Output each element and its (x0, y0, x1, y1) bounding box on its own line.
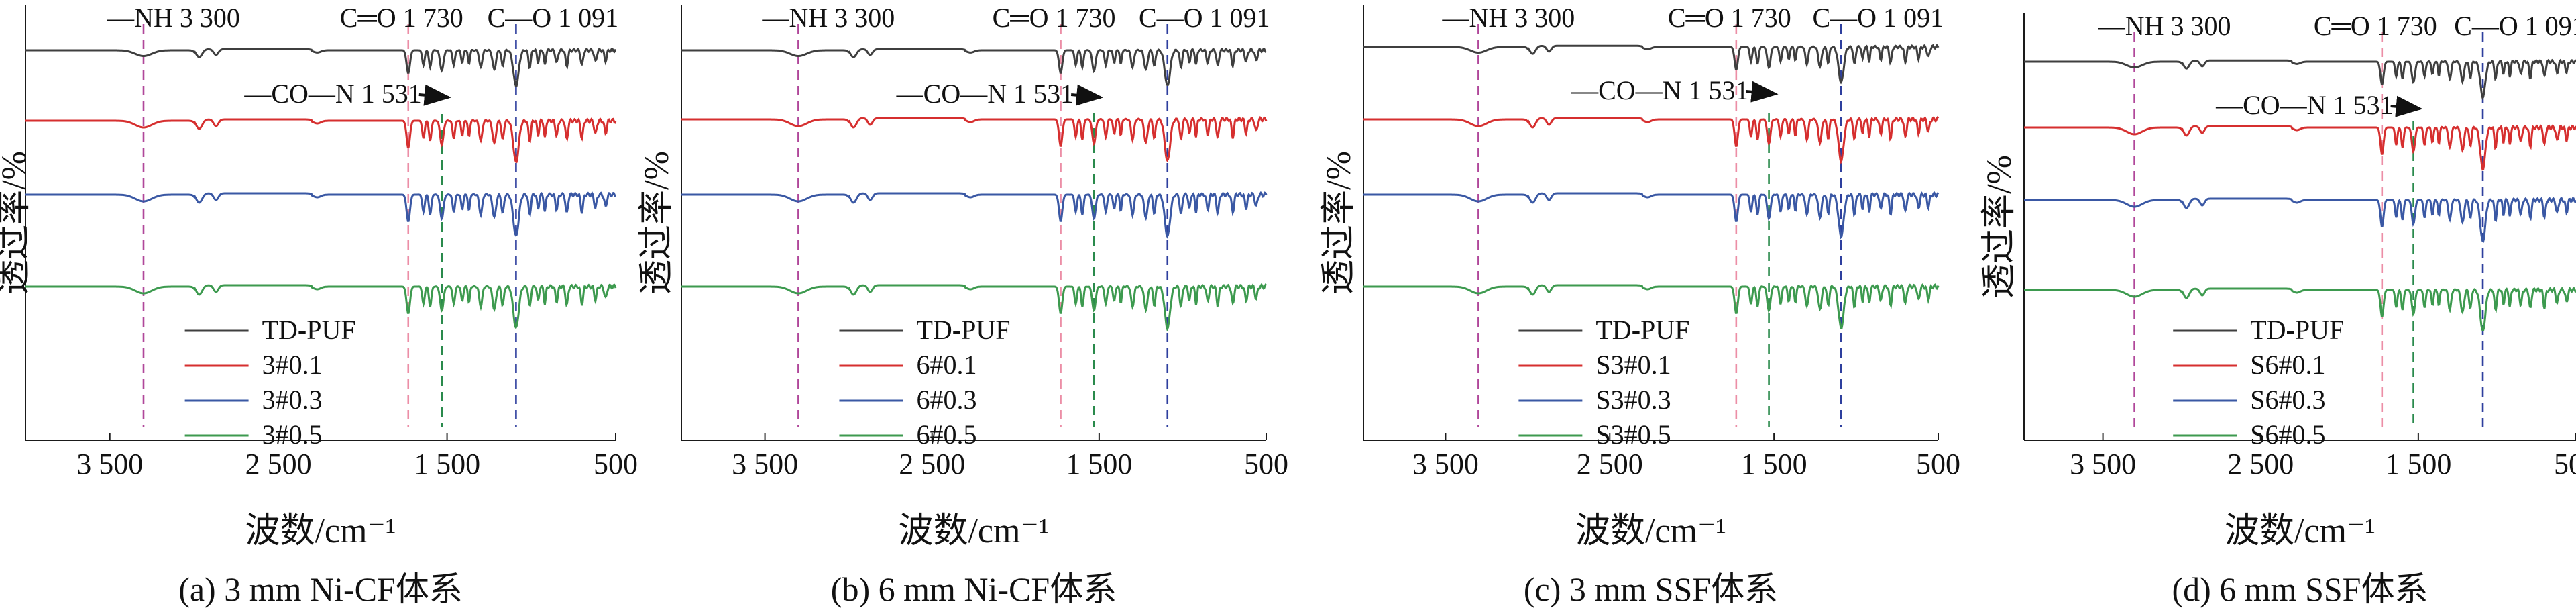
legend-label: 3#0.5 (262, 419, 323, 450)
x-tick-label: 3 500 (76, 448, 143, 480)
annotation-amide: —CO—N 1 531 (243, 79, 421, 109)
x-tick-label: 3 500 (1412, 448, 1479, 480)
series-line-4 (1363, 283, 1940, 329)
series-line-3 (681, 191, 1268, 239)
x-tick-label: 3 500 (2070, 448, 2136, 480)
series-line-2 (2024, 123, 2576, 171)
annotation-label: C═O 1 730 (340, 3, 463, 33)
x-tick-label: 1 500 (1741, 448, 1807, 480)
panel-b: 3 500 2 500 1 500 500 —NH 3 300 C═O 1 730 C—O … (638, 3, 1288, 608)
legend-label: S6#0.3 (2250, 385, 2325, 415)
panel-caption: (c) 3 mm SSF体系 (1524, 570, 1778, 608)
legend-label: S6#0.1 (2250, 350, 2325, 380)
y-axis-title: 透过率/% (638, 151, 676, 295)
x-tick-label: 1 500 (414, 448, 480, 480)
legend-label: 6#0.3 (916, 385, 976, 415)
legend-label: S3#0.1 (1595, 350, 1671, 380)
x-axis-title: 波数/cm⁻¹ (245, 512, 396, 550)
series-line-1 (681, 47, 1267, 86)
annotation-label: C═O 1 730 (993, 3, 1116, 33)
series-line-4 (2024, 287, 2576, 332)
panel-d: 3 500 2 500 1 500 500 —NH 3 300 C═O 1 730 C—O … (1980, 11, 2576, 608)
annotation-label: C—O 1 091 (2454, 11, 2576, 41)
legend-label: S3#0.5 (1595, 419, 1671, 450)
series-line-3 (25, 191, 616, 237)
series-line-3 (2024, 197, 2576, 243)
series-line-1 (2024, 58, 2576, 101)
annotation-amide: —CO—N 1 531 (1571, 75, 1748, 105)
series-line-2 (681, 115, 1268, 162)
annotation-arrow (1070, 84, 1104, 106)
x-axis-title: 波数/cm⁻¹ (1575, 512, 1726, 550)
annotation-label: C—O 1 091 (1813, 3, 1944, 33)
series-line-1 (1363, 44, 1940, 85)
x-axis-title: 波数/cm⁻¹ (2225, 512, 2375, 550)
x-tick-label: 500 (2554, 448, 2576, 480)
legend-label: 6#0.5 (916, 419, 976, 450)
panel-caption: (a) 3 mm Ni-CF体系 (178, 570, 463, 608)
x-tick-label: 2 500 (2227, 448, 2294, 480)
legend-label: 3#0.1 (262, 350, 323, 380)
annotation-label: —NH 3 300 (2098, 11, 2231, 41)
series-line-1 (25, 47, 617, 87)
x-tick-label: 1 500 (1066, 448, 1132, 480)
x-tick-label: 2 500 (899, 448, 965, 480)
series-line-2 (25, 117, 617, 164)
legend-label: S6#0.5 (2250, 419, 2325, 450)
series-line-2 (1363, 115, 1940, 165)
legend-label: TD-PUF (1595, 315, 1689, 345)
legend-label: 6#0.1 (916, 350, 976, 380)
y-axis-title: 透过率/% (1320, 151, 1358, 295)
annotation-amide: —CO—N 1 531 (2215, 90, 2393, 120)
annotation-label: C═O 1 730 (2314, 11, 2437, 41)
panel-caption: (b) 6 mm Ni-CF体系 (831, 570, 1117, 608)
legend-label: TD-PUF (262, 315, 356, 345)
series-line-4 (681, 283, 1267, 332)
panel-caption: (d) 6 mm SSF体系 (2172, 570, 2428, 608)
x-tick-label: 500 (594, 448, 638, 480)
series-line-4 (25, 283, 617, 330)
x-tick-label: 500 (1916, 448, 1960, 480)
panel-c: 3 500 2 500 1 500 500 —NH 3 300 C═O 1 730 C—O … (1320, 3, 1960, 608)
x-tick-label: 1 500 (2385, 448, 2451, 480)
annotation-arrow (1746, 81, 1779, 103)
annotation-label: C—O 1 091 (488, 3, 619, 33)
annotation-label: —NH 3 300 (762, 3, 895, 33)
x-tick-label: 3 500 (732, 448, 798, 480)
x-tick-label: 2 500 (245, 448, 312, 480)
legend-label: TD-PUF (2250, 315, 2344, 345)
x-axis-title: 波数/cm⁻¹ (898, 512, 1049, 550)
annotation-label: —NH 3 300 (1442, 3, 1575, 33)
annotation-label: —NH 3 300 (107, 3, 240, 33)
annotation-label: C═O 1 730 (1668, 3, 1791, 33)
x-tick-label: 2 500 (1577, 448, 1643, 480)
y-axis-title: 透过率/% (0, 151, 34, 295)
x-tick-label: 500 (1244, 448, 1288, 480)
annotation-amide: —CO—N 1 531 (896, 79, 1074, 109)
legend-label: TD-PUF (916, 315, 1010, 345)
annotation-arrow (418, 84, 451, 106)
y-axis-title: 透过率/% (1980, 155, 2019, 299)
annotation-arrow (2390, 95, 2423, 117)
annotation-label: C—O 1 091 (1139, 3, 1270, 33)
legend-label: S3#0.3 (1595, 385, 1671, 415)
legend-label: 3#0.3 (262, 385, 323, 415)
panel-a: 3 500 2 500 1 500 500 —NH 3 300 C═O 1 730 C—O … (0, 3, 638, 608)
series-line-3 (1363, 191, 1940, 240)
